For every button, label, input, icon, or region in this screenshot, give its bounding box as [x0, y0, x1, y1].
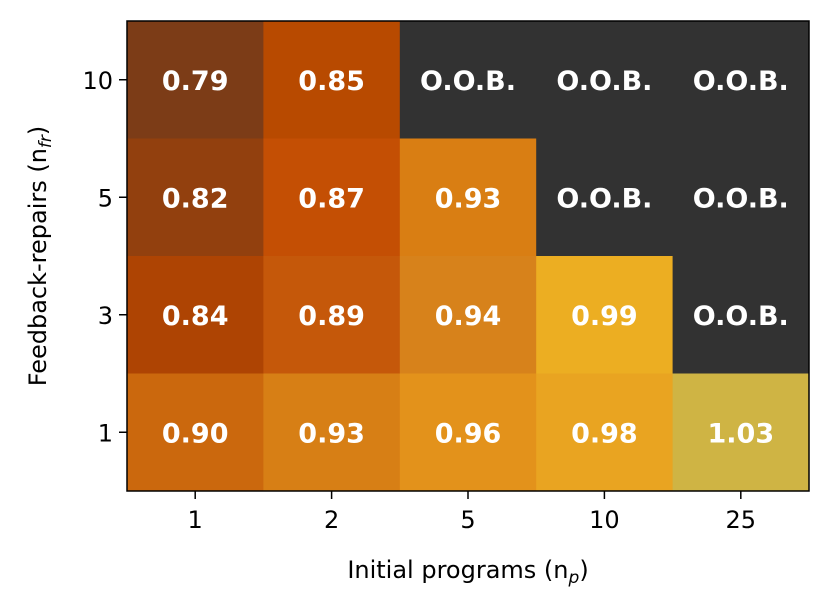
- y-axis-title-sub: fr: [36, 134, 56, 148]
- cell-value-label: 0.98: [571, 418, 638, 449]
- x-tick-label: 25: [726, 506, 757, 534]
- heatmap-cell: [536, 256, 674, 374]
- heatmap-cells: 0.79 0.85 O.O.B. O.O.B. O.O.B. 0.82 0.87 0.93 O.…: [127, 21, 810, 492]
- x-axis-title-end: ): [579, 556, 588, 584]
- heatmap-cell: [263, 21, 401, 139]
- heatmap-cell-oob: [672, 256, 810, 374]
- cell-value-label: 0.99: [571, 301, 638, 332]
- cell-label-oob: O.O.B.: [693, 301, 789, 332]
- cell-value-label: 0.96: [435, 418, 502, 449]
- y-tick-label: 5: [98, 184, 113, 212]
- x-axis-title: Initial programs (np): [347, 556, 588, 588]
- heatmap-cell-oob: [536, 138, 674, 257]
- heatmap-cell: [399, 256, 537, 374]
- cell-value-label: 0.89: [298, 301, 365, 332]
- cell-value-label: 0.93: [298, 418, 365, 449]
- cell-label-oob: O.O.B.: [420, 66, 516, 97]
- y-axis-title-end: ): [24, 126, 52, 135]
- heatmap-cell: [127, 138, 264, 257]
- heatmap-cell: [127, 21, 264, 139]
- heatmap-cell-oob: [536, 21, 674, 139]
- cell-value-label: 0.94: [435, 301, 502, 332]
- y-tick-label: 10: [82, 67, 113, 95]
- heatmap-cell-oob: [672, 21, 810, 139]
- x-axis-ticks: 1 2 5 10 25: [188, 491, 757, 534]
- heatmap-cell: [536, 373, 674, 492]
- cell-label-oob: O.O.B.: [693, 66, 789, 97]
- cell-value-label: 0.93: [435, 183, 502, 214]
- heatmap-cell: [127, 256, 264, 374]
- heatmap-cell: [399, 373, 537, 492]
- x-tick-label: 10: [589, 506, 620, 534]
- x-tick-label: 5: [460, 506, 475, 534]
- cell-label-oob: O.O.B.: [693, 183, 789, 214]
- cell-label-oob: O.O.B.: [556, 183, 652, 214]
- heatmap-cell: [672, 373, 810, 492]
- cell-value-label: 0.84: [162, 301, 229, 332]
- y-axis-ticks: 10 5 3 1: [82, 67, 127, 447]
- heatmap-cell-oob: [672, 138, 810, 257]
- cell-label-oob: O.O.B.: [556, 66, 652, 97]
- cell-value-label: 0.87: [298, 183, 365, 214]
- y-axis-title: Feedback-repairs (nfr): [24, 126, 56, 387]
- x-axis-title-main: Initial programs (n: [347, 556, 568, 584]
- heatmap-cell-oob: [399, 21, 537, 139]
- cell-value-label: 0.79: [162, 66, 229, 97]
- heatmap-cell: [263, 256, 401, 374]
- heatmap-cell: [263, 373, 401, 492]
- cell-value-label: 0.85: [298, 66, 365, 97]
- x-tick-label: 2: [324, 506, 339, 534]
- y-axis-title-main: Feedback-repairs (n: [24, 148, 52, 386]
- cell-value-label: 0.82: [162, 183, 229, 214]
- y-tick-label: 3: [98, 302, 113, 330]
- x-tick-label: 1: [188, 506, 203, 534]
- cell-value-label: 0.90: [162, 418, 229, 449]
- heatmap-cell: [127, 373, 264, 492]
- cell-value-label: 1.03: [707, 418, 774, 449]
- y-tick-label: 1: [98, 419, 113, 447]
- heatmap-cell: [399, 138, 537, 257]
- x-axis-title-sub: p: [568, 568, 580, 588]
- heatmap-cell: [263, 138, 401, 257]
